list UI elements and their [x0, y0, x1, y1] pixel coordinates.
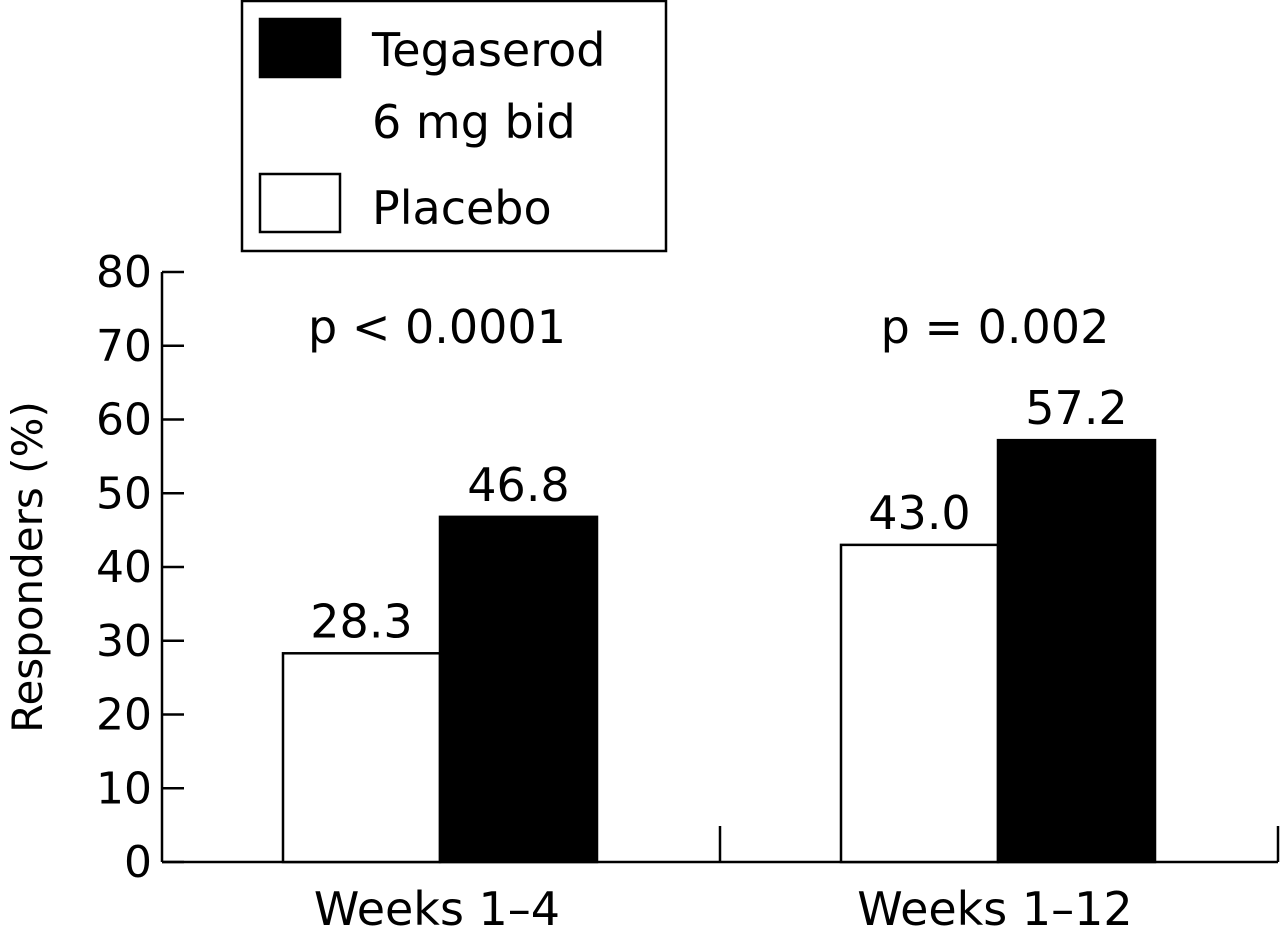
legend-swatch-placebo: [258, 172, 342, 234]
bar-tegaserod-1: [438, 515, 599, 864]
data-label-placebo-2: 43.0: [868, 486, 970, 540]
y-tick-label: 40: [96, 542, 152, 593]
legend-label-tegaserod: Tegaserod: [371, 23, 605, 77]
y-tick-label: 10: [96, 763, 152, 814]
y-tick-label: 50: [96, 468, 152, 519]
y-tick-label: 30: [96, 616, 152, 667]
bars: [281, 438, 1157, 864]
x-category-label: Weeks 1–12: [857, 882, 1132, 927]
p-value-annotation: p < 0.0001: [308, 300, 566, 354]
y-tick-label: 80: [96, 247, 152, 298]
data-label-tegaserod-2: 57.2: [1025, 381, 1127, 435]
y-tick-label: 20: [96, 690, 152, 741]
y-tick-label: 0: [124, 837, 152, 888]
legend-swatch-tegaserod: [258, 17, 342, 79]
p-value-annotation: p = 0.002: [881, 300, 1110, 354]
axes: 0 10 20 30 40 50 60 70 80 Responders (%): [3, 247, 1280, 888]
bar-placebo-1: [281, 652, 442, 864]
legend: Tegaserod 6 mg bid Placebo: [240, 0, 668, 253]
bar-placebo-2: [839, 543, 1000, 864]
data-label-tegaserod-1: 46.8: [467, 458, 569, 512]
data-label-placebo-1: 28.3: [310, 594, 412, 648]
y-tick-label: 60: [96, 395, 152, 446]
legend-label-placebo: Placebo: [372, 181, 552, 235]
legend-label-tegaserod: 6 mg bid: [372, 95, 576, 149]
x-category-label: Weeks 1–4: [314, 882, 560, 927]
bar-tegaserod-2: [996, 438, 1157, 864]
y-axis-label: Responders (%): [3, 401, 52, 733]
y-tick-label: 70: [96, 321, 152, 372]
labels: 28.3 43.0 46.8 57.2 Weeks 1–4 Weeks 1–12 p < 0…: [308, 300, 1133, 927]
